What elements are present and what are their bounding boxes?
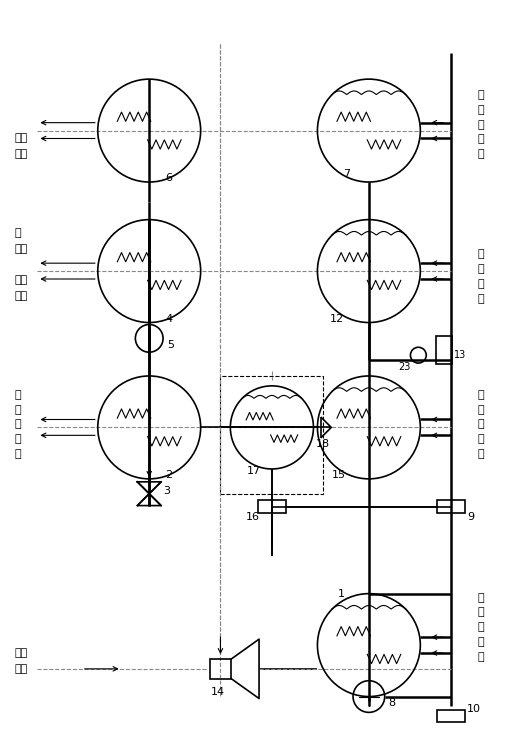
Text: 8: 8 (389, 699, 396, 708)
Text: 被: 被 (15, 449, 21, 459)
Text: 热: 热 (477, 622, 484, 633)
Text: 23: 23 (398, 362, 411, 372)
Text: 加: 加 (15, 434, 21, 444)
Text: 余热: 余热 (15, 149, 28, 159)
Text: 介: 介 (15, 405, 21, 415)
Text: 13: 13 (454, 350, 466, 360)
Text: 被: 被 (477, 652, 484, 662)
Text: 质: 质 (477, 592, 484, 603)
Text: 质: 质 (477, 90, 484, 100)
Text: 3: 3 (163, 486, 170, 495)
Text: 驱: 驱 (477, 449, 484, 459)
Text: 冷却: 冷却 (15, 291, 28, 301)
Text: 介: 介 (477, 405, 484, 415)
Text: 凝结: 凝结 (15, 244, 28, 254)
Bar (437, 711, 465, 722)
Text: 10: 10 (467, 704, 481, 714)
Polygon shape (231, 639, 259, 699)
Text: 介: 介 (477, 607, 484, 618)
Text: 5: 5 (167, 340, 174, 350)
Text: 16: 16 (246, 513, 260, 522)
Text: 加: 加 (477, 637, 484, 647)
Text: I: I (148, 333, 151, 343)
Bar (220, 376, 324, 494)
Text: 17: 17 (247, 466, 261, 476)
Text: 14: 14 (211, 687, 225, 697)
Text: 18: 18 (316, 440, 329, 449)
Bar (210, 659, 231, 679)
Text: 12: 12 (330, 314, 344, 323)
Text: 热: 热 (477, 419, 484, 429)
Text: 介质: 介质 (15, 133, 28, 144)
Text: 余: 余 (477, 294, 484, 304)
Text: 6: 6 (165, 173, 172, 183)
Text: 动: 动 (477, 434, 484, 444)
Bar (437, 500, 465, 513)
Text: 2: 2 (165, 470, 172, 480)
Text: 被: 被 (477, 149, 484, 159)
Text: 介: 介 (477, 105, 484, 115)
Text: 1: 1 (338, 589, 345, 599)
Text: 7: 7 (344, 169, 350, 179)
Text: 介质: 介质 (15, 275, 28, 285)
Bar (258, 500, 286, 513)
Text: 热: 热 (15, 419, 21, 429)
Text: 15: 15 (332, 470, 346, 480)
Text: 质: 质 (477, 250, 484, 259)
Text: 介: 介 (477, 264, 484, 274)
Text: 加: 加 (477, 135, 484, 145)
Text: 质: 质 (15, 390, 21, 400)
Text: 4: 4 (165, 314, 172, 323)
Text: 蒋汽: 蒋汽 (15, 648, 28, 658)
Bar (436, 337, 452, 364)
Text: 工作: 工作 (15, 664, 28, 673)
Text: 热: 热 (477, 279, 484, 289)
Text: 水: 水 (15, 229, 21, 238)
Text: 热: 热 (477, 120, 484, 130)
Text: 质: 质 (477, 390, 484, 400)
Text: 9: 9 (467, 513, 474, 522)
